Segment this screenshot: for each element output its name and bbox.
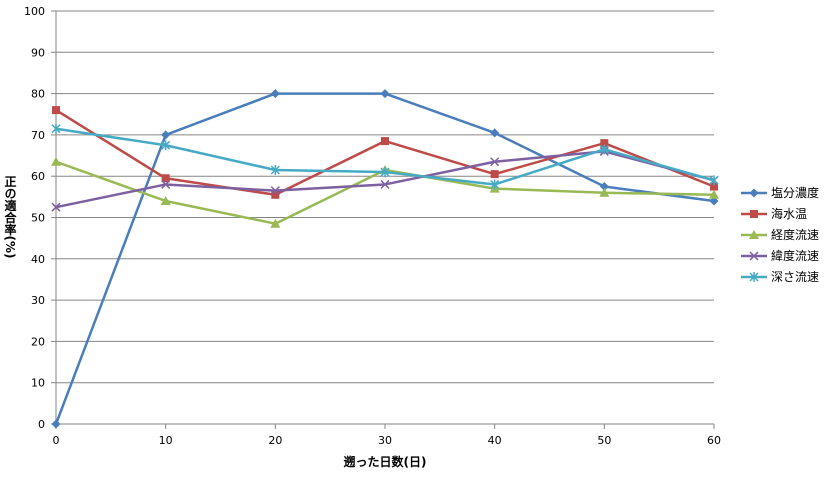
- marker-x: [161, 179, 171, 189]
- y-tick-label: 60: [31, 170, 45, 183]
- y-tick-label: 10: [31, 377, 45, 390]
- x-tick-label: 30: [378, 434, 392, 447]
- y-tick-label: 70: [31, 129, 45, 142]
- marker-x: [270, 186, 280, 196]
- marker-triangle: [160, 195, 171, 205]
- x-tick-label: 40: [488, 434, 502, 447]
- legend-item: 緯度流速: [741, 248, 819, 263]
- x-axis-title: 遡った日数(日): [344, 454, 427, 469]
- x-tick-label: 20: [268, 434, 282, 447]
- y-axis-title: 正の適合率(%): [3, 175, 17, 258]
- marker-star: [599, 144, 609, 155]
- marker-diamond: [490, 128, 500, 138]
- y-tick-label: 0: [38, 418, 45, 431]
- marker-star: [749, 272, 759, 282]
- x-tick-label: 50: [597, 434, 611, 447]
- series-group: [51, 89, 719, 429]
- legend-item: 深さ流速: [741, 270, 819, 284]
- y-tick-label: 20: [31, 335, 45, 348]
- series-5: [51, 123, 719, 190]
- legend-label: 海水温: [771, 206, 807, 221]
- x-tick-label: 10: [159, 434, 173, 447]
- y-tick-label: 80: [31, 88, 45, 101]
- marker-triangle: [599, 187, 610, 197]
- marker-diamond: [599, 182, 609, 192]
- x-tick-label: 0: [53, 434, 60, 447]
- x-tick-labels: 0 10 20 30 40 50 60: [53, 434, 722, 447]
- series-line: [55, 150, 715, 209]
- marker-triangle: [51, 156, 61, 166]
- marker-triangle: [709, 189, 719, 199]
- marker-diamond: [380, 89, 390, 99]
- legend-label: 経度流速: [771, 227, 819, 242]
- marker-star: [380, 167, 390, 178]
- marker-square: [161, 174, 170, 183]
- y-axis-title-text: 正の適合率(%): [3, 175, 17, 258]
- marker-x: [380, 179, 390, 189]
- y-tick-label: 30: [31, 294, 45, 307]
- marker-square: [271, 190, 280, 199]
- marker-square: [381, 137, 389, 146]
- marker-square: [750, 210, 758, 218]
- marker-square: [600, 139, 609, 148]
- y-tick-label: 50: [31, 212, 45, 225]
- marker-square: [710, 182, 718, 191]
- marker-triangle: [270, 218, 281, 228]
- y-tick-labels: 0 10 20 30 40 50 60 70 80 90 100: [24, 5, 45, 431]
- marker-star: [709, 175, 719, 186]
- marker-diamond: [749, 188, 759, 198]
- marker-diamond: [161, 130, 171, 140]
- marker-square: [490, 170, 499, 179]
- y-tick-label: 100: [24, 5, 45, 18]
- marker-star: [51, 123, 61, 134]
- legend-item: 経度流速: [741, 227, 819, 242]
- marker-star: [490, 179, 500, 190]
- marker-star: [270, 165, 280, 176]
- marker-x: [749, 251, 759, 261]
- marker-diamond: [51, 419, 61, 429]
- marker-x: [51, 202, 61, 212]
- series-4: [51, 146, 719, 212]
- marker-square: [52, 106, 60, 115]
- series-1: [51, 89, 719, 429]
- axes: [51, 10, 715, 429]
- marker-diamond: [270, 89, 280, 99]
- x-tick-label: 60: [707, 434, 721, 447]
- legend-label: 深さ流速: [771, 270, 819, 284]
- marker-star: [161, 140, 171, 151]
- marker-x: [490, 157, 500, 167]
- y-tick-label: 40: [31, 253, 45, 266]
- legend-label: 塩分濃度: [771, 185, 819, 200]
- gridlines: [56, 10, 714, 425]
- y-tick-label: 90: [31, 46, 45, 59]
- series-2: [52, 106, 718, 199]
- marker-triangle: [749, 230, 759, 239]
- legend-item: 塩分濃度: [741, 185, 819, 200]
- legend-label: 緯度流速: [771, 248, 819, 263]
- legend-item: 海水温: [741, 206, 807, 221]
